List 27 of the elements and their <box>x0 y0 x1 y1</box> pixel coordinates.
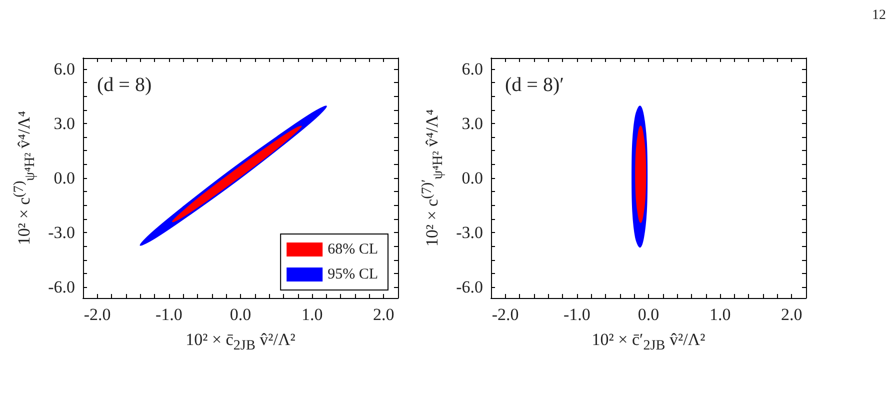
y-tick-label: 3.0 <box>54 114 75 133</box>
legend-label: 68% CL <box>328 242 378 258</box>
y-tick-label: 3.0 <box>462 114 483 133</box>
y-tick-label: -3.0 <box>48 223 75 242</box>
x-tick-label: -1.0 <box>155 305 182 324</box>
legend-label: 95% CL <box>328 266 378 282</box>
x-tick-label: -2.0 <box>492 305 519 324</box>
x-axis-title: 10² × c̄$_{2JB}$ v̂²/Λ² <box>186 330 296 354</box>
text: 12 <box>872 8 886 24</box>
x-tick-label: 2.0 <box>781 305 802 324</box>
x-tick-label: 1.0 <box>709 305 731 324</box>
x-tick-label: 1.0 <box>301 305 323 324</box>
x-tick-label: -1.0 <box>563 305 590 324</box>
y-tick-label: -3.0 <box>456 223 483 242</box>
x-tick-label: 0.0 <box>638 305 660 324</box>
x-tick-label: 2.0 <box>373 305 394 324</box>
annotation: (d = 8)′ <box>505 74 564 97</box>
annotation: (d = 8) <box>97 74 152 97</box>
x-tick-label: -2.0 <box>84 305 111 324</box>
y-tick-label: -6.0 <box>48 278 75 297</box>
y-tick-label: 6.0 <box>462 59 483 78</box>
y-tick-label: -6.0 <box>456 278 483 297</box>
x-axis-title: 10² × c̄′$_{2JB}$ v̂²/Λ² <box>592 330 706 354</box>
x-tick-label: 0.0 <box>230 305 252 324</box>
y-tick-label: 0.0 <box>54 168 75 188</box>
y-tick-label: 0.0 <box>462 168 483 188</box>
y-tick-label: 6.0 <box>54 59 75 78</box>
